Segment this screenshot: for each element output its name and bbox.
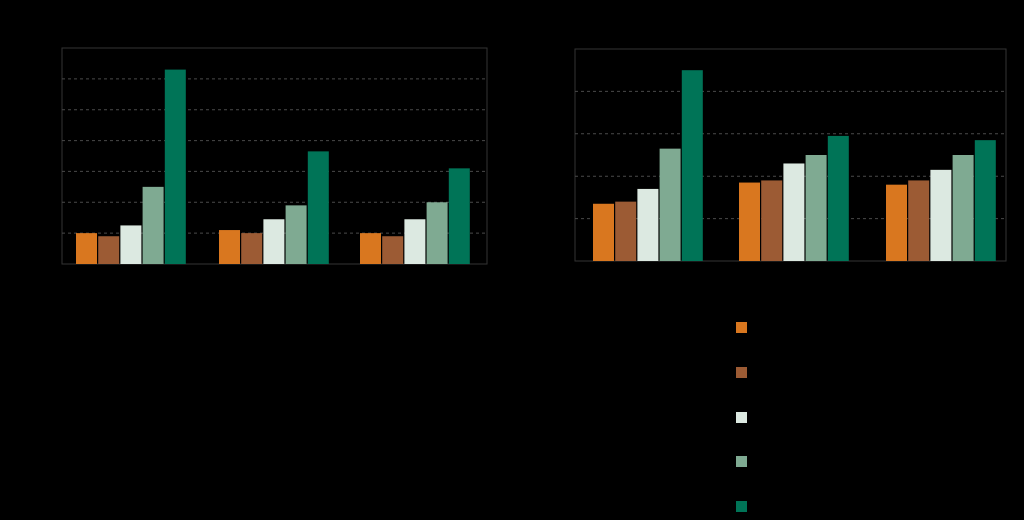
bar xyxy=(886,184,907,261)
legend-swatch xyxy=(736,412,747,423)
bar xyxy=(382,236,404,264)
bar xyxy=(930,169,952,261)
legend-item xyxy=(736,367,747,378)
bar xyxy=(908,180,930,261)
bar xyxy=(637,188,659,261)
legend-swatch xyxy=(736,367,747,378)
bar xyxy=(76,233,97,264)
chart-left-bars xyxy=(76,69,470,264)
bar xyxy=(360,233,381,264)
chart-right-bars xyxy=(593,70,996,261)
bar xyxy=(404,219,426,264)
bar xyxy=(827,135,849,261)
bar xyxy=(739,182,760,261)
bar xyxy=(307,151,329,264)
chart-right xyxy=(574,48,1007,262)
bar xyxy=(681,70,703,261)
legend-swatch xyxy=(736,456,747,467)
bar xyxy=(593,203,614,261)
bar xyxy=(426,202,448,264)
legend-item xyxy=(736,412,747,423)
bar xyxy=(241,233,263,264)
legend-item xyxy=(736,456,747,467)
bar xyxy=(285,205,307,264)
bar xyxy=(120,225,142,264)
bar xyxy=(164,69,186,264)
bar xyxy=(761,180,783,261)
bar xyxy=(659,148,681,261)
legend-item xyxy=(736,501,747,512)
bar xyxy=(263,219,285,264)
legend-swatch xyxy=(736,501,747,512)
bar xyxy=(615,201,637,261)
bar xyxy=(974,140,996,261)
legend-item xyxy=(736,322,747,333)
bar xyxy=(805,155,827,261)
bar xyxy=(219,230,240,264)
legend-swatch xyxy=(736,322,747,333)
bar xyxy=(448,168,470,264)
bar xyxy=(952,155,974,261)
bar xyxy=(142,186,164,264)
chart-left xyxy=(61,47,488,265)
bar xyxy=(98,236,120,264)
legend xyxy=(736,322,747,512)
bar xyxy=(783,163,805,261)
